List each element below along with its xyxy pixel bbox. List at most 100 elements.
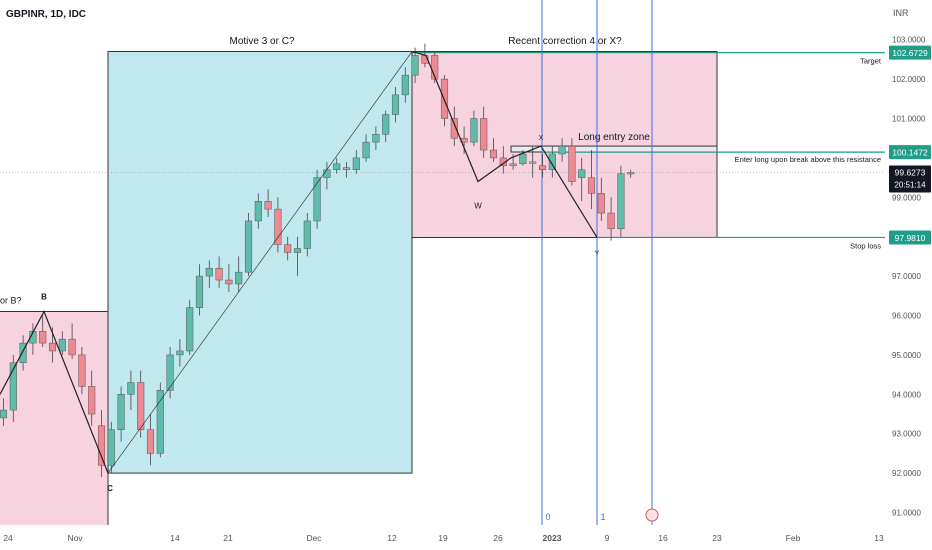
- candle-21: [205, 267, 213, 277]
- x-tick-10: 16: [658, 533, 668, 543]
- candle-55: [538, 165, 547, 170]
- candle-61: [597, 193, 605, 214]
- candle-17: [166, 354, 174, 391]
- price-badge-text-0: 102.6729: [892, 48, 928, 58]
- candle-36: [352, 157, 360, 170]
- price-badge-1: [889, 145, 931, 160]
- x-tick-0: 24: [3, 533, 13, 543]
- x-tick-9: 9: [605, 533, 610, 543]
- y-tick-6: 95.0000: [892, 351, 921, 360]
- y-tick-4: 97.0000: [892, 272, 921, 281]
- x-tick-3: 21: [223, 533, 233, 543]
- candle-38: [372, 134, 380, 143]
- axis-unit-label: INR: [893, 8, 909, 18]
- x-tick-4: Dec: [306, 533, 322, 543]
- y-tick-2: 101.0000: [892, 115, 926, 124]
- candle-0: [0, 409, 8, 419]
- candle-37: [362, 141, 370, 159]
- current-price-text: 99.6273: [895, 167, 926, 177]
- wave-label-y: Y: [595, 250, 600, 257]
- candle-64: [627, 172, 635, 175]
- y-tick-0: 103.0000: [892, 36, 926, 45]
- level-caption-1: Enter long upon break above this resista…: [735, 155, 881, 164]
- zone-label-or-b: or B?: [0, 296, 22, 306]
- candle-20: [195, 275, 204, 308]
- candle-39: [382, 114, 390, 135]
- candle-10: [97, 425, 106, 466]
- price-badge-text-1: 100.1472: [892, 148, 928, 158]
- wave-label-w: W: [474, 202, 482, 211]
- candle-8: [78, 354, 86, 387]
- candle-11: [107, 429, 115, 466]
- current-price-badge: [889, 165, 931, 193]
- y-tick-10: 91.0000: [892, 509, 921, 518]
- candle-2: [19, 342, 27, 364]
- y-tick-9: 92.0000: [892, 469, 921, 478]
- candle-63: [617, 173, 625, 230]
- price-badge-0: [889, 45, 931, 60]
- candle-48: [470, 118, 478, 143]
- candle-12: [117, 394, 125, 431]
- candle-30: [293, 248, 302, 253]
- zone-label-correction: Recent correction 4 or X?: [508, 36, 622, 47]
- candle-28: [274, 208, 282, 245]
- candle-49: [480, 118, 488, 151]
- candle-7: [68, 338, 76, 356]
- time-axis-bg: [0, 525, 932, 550]
- candle-24: [235, 271, 243, 285]
- x-tick-6: 19: [438, 533, 448, 543]
- x-tick-1: Nov: [67, 533, 83, 543]
- candle-16: [156, 390, 164, 454]
- x-tick-7: 26: [493, 533, 503, 543]
- vline-label-0: 0: [545, 512, 550, 522]
- x-tick-2: 14: [170, 533, 180, 543]
- candle-53: [519, 153, 527, 165]
- candle-31: [303, 220, 311, 249]
- zone-label-long-entry: Long entry zone: [578, 132, 650, 143]
- symbol-title: GBPINR, 1D, IDC: [6, 9, 87, 20]
- candle-6: [58, 338, 66, 352]
- wave-line-motive: [107, 51, 413, 474]
- candle-46: [450, 118, 458, 139]
- candle-32: [313, 177, 321, 222]
- candle-52: [509, 163, 517, 167]
- candle-34: [333, 163, 341, 170]
- candle-9: [88, 386, 96, 415]
- candle-19: [186, 307, 194, 352]
- candle-35: [342, 167, 351, 170]
- candle-4: [39, 331, 47, 344]
- candle-58: [568, 145, 576, 182]
- candle-33: [323, 169, 331, 178]
- candle-60: [587, 177, 596, 194]
- candle-22: [215, 267, 223, 281]
- candle-62: [607, 212, 615, 230]
- x-tick-13: 13: [874, 533, 884, 543]
- wave-label-c: C: [107, 484, 113, 493]
- y-tick-1: 102.0000: [892, 75, 926, 84]
- y-tick-3: 99.0000: [892, 193, 921, 202]
- candle-54: [529, 161, 537, 164]
- candle-5: [48, 342, 57, 352]
- vline-label-1: 1: [600, 512, 605, 522]
- x-tick-5: 12: [387, 533, 397, 543]
- price-axis-bg: [885, 0, 932, 550]
- candle-29: [284, 244, 292, 253]
- candle-40: [391, 94, 400, 115]
- candle-18: [176, 350, 184, 356]
- x-tick-12: Feb: [786, 533, 801, 543]
- x-tick-11: 23: [712, 533, 722, 543]
- wave-line-wxy: [411, 50, 598, 238]
- wave-line-ab: [0, 310, 109, 474]
- candle-14: [137, 382, 145, 431]
- event-marker-icon: [645, 508, 659, 522]
- level-caption-0: Target: [860, 57, 882, 66]
- candle-41: [401, 74, 409, 96]
- candle-23: [225, 279, 233, 285]
- price-badge-text-2: 97.9810: [895, 233, 926, 243]
- candle-25: [244, 220, 253, 273]
- level-caption-2: Stop loss: [850, 241, 881, 250]
- candle-51: [499, 157, 507, 167]
- y-tick-8: 93.0000: [892, 430, 921, 439]
- candle-59: [578, 169, 586, 178]
